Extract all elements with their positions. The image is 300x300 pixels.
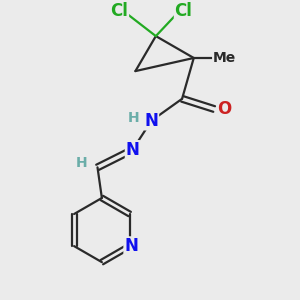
- Text: Me: Me: [213, 51, 236, 65]
- Text: N: N: [124, 237, 138, 255]
- Text: H: H: [128, 111, 139, 125]
- Text: Cl: Cl: [175, 2, 193, 20]
- Text: N: N: [126, 141, 140, 159]
- Text: N: N: [145, 112, 158, 130]
- Text: Cl: Cl: [110, 2, 128, 20]
- Text: O: O: [217, 100, 232, 118]
- Text: H: H: [76, 156, 87, 170]
